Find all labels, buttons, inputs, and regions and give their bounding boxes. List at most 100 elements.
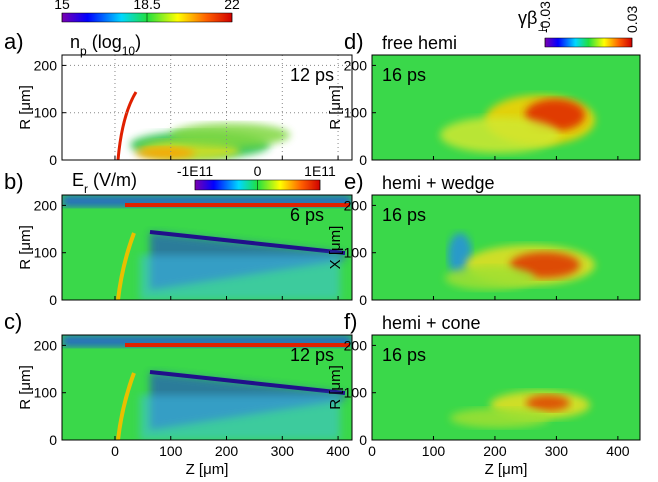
colorbar-label-part: E [72, 170, 84, 190]
field-noise [140, 395, 340, 440]
density-blob [135, 147, 195, 159]
x-tick-label: 400 [606, 443, 630, 459]
y-tick-label: 100 [34, 105, 58, 121]
x-tick-label: 300 [271, 443, 295, 459]
y-tick-label: 100 [344, 105, 368, 121]
y-tick-label: 200 [344, 57, 368, 73]
y-tick-label: 100 [34, 385, 58, 401]
y-axis-label: R [μm] [17, 85, 34, 129]
y-axis-label: X [μm] [327, 226, 344, 270]
field-wedge-edge [149, 230, 346, 255]
heatmap [62, 55, 352, 160]
colorbar-label-part: 10 [122, 44, 136, 58]
plot-frame [61, 334, 353, 441]
panel-label: b) [4, 169, 24, 194]
x-axis-label: Z [μm] [485, 461, 528, 478]
plot-frame [61, 194, 353, 301]
colorbar-label-part: p [80, 44, 87, 58]
x-tick-label: 300 [545, 443, 569, 459]
time-annotation: 16 ps [382, 205, 426, 225]
x-tick-label: 0 [111, 443, 119, 459]
colorbar-tick-label: -1E11 [177, 163, 214, 179]
colorbar-label: Er (V/m) [72, 170, 137, 196]
x-tick-label: 400 [326, 443, 350, 459]
panel-title: free hemi [382, 33, 457, 53]
heatmap [62, 335, 352, 440]
colorbar-label: γβ⊥ [518, 8, 548, 34]
plot-frame [371, 334, 641, 441]
panel-title: hemi + wedge [382, 173, 495, 193]
time-annotation: 12 ps [290, 345, 334, 365]
y-tick-label: 200 [344, 197, 368, 213]
y-tick-label: 0 [49, 432, 57, 448]
beta-blob [450, 408, 550, 428]
colorbar-label-part: n [70, 32, 80, 52]
colorbar-tick-label: 18.5 [133, 0, 160, 12]
colorbar-tick-label: 0 [254, 163, 262, 179]
x-axis-label: Z [μm] [186, 461, 229, 478]
panel-label: d) [344, 29, 364, 54]
y-tick-label: 200 [34, 57, 58, 73]
time-annotation: 12 ps [290, 65, 334, 85]
field-front [116, 232, 136, 300]
colorbar-tick-label: 1E11 [304, 163, 336, 179]
density-front [116, 91, 138, 160]
y-tick-label: 0 [359, 432, 367, 448]
density-blob [170, 123, 290, 147]
y-tick-label: 0 [49, 292, 57, 308]
y-tick-label: 0 [359, 152, 367, 168]
x-tick-label: 100 [422, 443, 446, 459]
colorbar-label: np (log10) [70, 32, 141, 58]
panel-label: e) [344, 169, 364, 194]
colorbar-tick-label: 0.03 [624, 6, 640, 33]
panel-label: a) [4, 29, 24, 54]
y-tick-label: 100 [34, 245, 58, 261]
colorbar-label-part: ) [135, 32, 141, 52]
time-annotation: 6 ps [290, 205, 324, 225]
y-tick-label: 100 [344, 385, 368, 401]
y-tick-label: 200 [344, 337, 368, 353]
beta-blob [526, 395, 570, 411]
field-wedge-edge [149, 370, 346, 395]
colorbar [544, 37, 633, 48]
panel-label: f) [344, 309, 357, 334]
x-tick-label: 200 [483, 443, 507, 459]
colorbar-label-part: γβ [518, 8, 537, 28]
plot-frame [371, 194, 641, 301]
field-front [116, 372, 136, 440]
plot-frame [61, 54, 353, 161]
colorbar-label-part: ⊥ [537, 20, 547, 34]
time-annotation: 16 ps [382, 65, 426, 85]
colorbar-label-part: (log [87, 32, 122, 52]
y-axis-label: R [μm] [327, 85, 344, 129]
beta-blob [445, 266, 535, 290]
colorbar-tick-label: -0.03 [537, 1, 553, 33]
panel-label: c) [4, 309, 22, 334]
y-axis-label: R [μm] [17, 225, 34, 269]
y-tick-label: 100 [344, 245, 368, 261]
plot-frame [371, 54, 641, 161]
colorbar-tick-label: 22 [224, 0, 240, 12]
y-axis-label: R [μm] [327, 365, 344, 409]
y-tick-label: 200 [34, 197, 58, 213]
y-axis-label: R [μm] [17, 365, 34, 409]
y-tick-label: 0 [49, 152, 57, 168]
heatmap [372, 335, 640, 440]
colorbar-label-part: r [84, 182, 88, 196]
colorbar-label-part: (V/m) [88, 170, 137, 190]
x-tick-label: 100 [159, 443, 183, 459]
colorbar-tick-label: 15 [54, 0, 70, 12]
x-tick-label: 0 [368, 443, 376, 459]
heatmap [372, 55, 640, 160]
y-tick-label: 0 [359, 292, 367, 308]
y-tick-label: 200 [34, 337, 58, 353]
field-noise [140, 255, 340, 300]
x-tick-label: 200 [215, 443, 239, 459]
time-annotation: 16 ps [382, 345, 426, 365]
heatmap [372, 195, 640, 300]
heatmap [62, 195, 352, 300]
panel-title: hemi + cone [382, 313, 481, 333]
beta-blob [440, 117, 560, 153]
